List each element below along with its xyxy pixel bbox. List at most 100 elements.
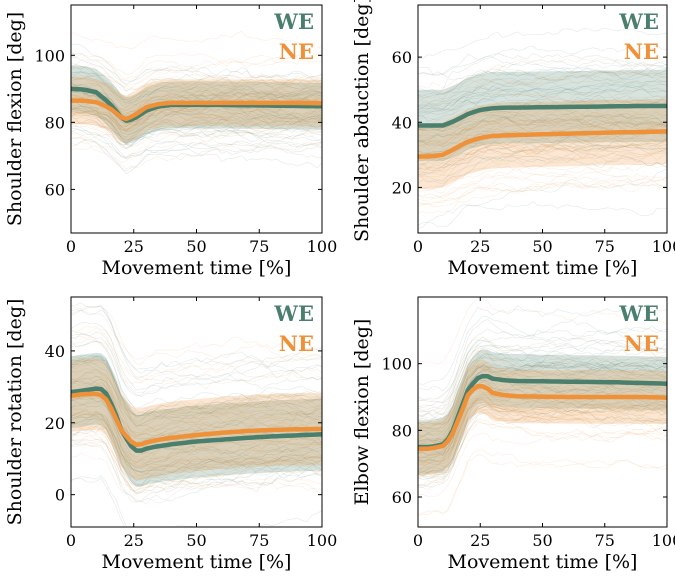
trace-we <box>71 340 322 409</box>
x-tick-label: 100 <box>652 237 675 256</box>
trace-ne <box>418 407 667 478</box>
trace-ne <box>71 53 322 75</box>
trace-ne <box>71 104 322 125</box>
trace-ne <box>418 402 667 468</box>
trace-ne <box>418 397 667 463</box>
trace-we <box>418 68 667 110</box>
x-axis-label: Movement time [%] <box>448 257 638 279</box>
trace-we <box>418 111 667 132</box>
panel-2: 0 25 50 75 100 20 40 60 Movement time [%] Shoulde… <box>351 0 675 279</box>
trace-we <box>418 28 667 60</box>
trace-we <box>418 135 667 168</box>
trace-we <box>418 142 667 174</box>
trace-ne <box>71 436 322 492</box>
trace-ne <box>418 129 667 170</box>
y-tick-label: 40 <box>45 342 65 361</box>
trace-we <box>418 348 667 425</box>
trace-ne <box>71 413 322 466</box>
trace-we <box>418 59 667 96</box>
trace-ne <box>71 410 322 470</box>
trace-ne <box>71 136 322 164</box>
trace-we <box>71 99 322 131</box>
trace-we <box>418 363 667 443</box>
trace-we <box>418 85 667 111</box>
trace-ne <box>418 355 667 425</box>
trace-ne <box>418 118 667 141</box>
trace-we <box>418 345 667 421</box>
legend-entry-we: WE <box>618 9 659 34</box>
trace-we <box>418 114 667 142</box>
x-tick-label: 50 <box>186 237 206 256</box>
trace-ne <box>418 366 667 437</box>
y-tick-label: 60 <box>392 48 412 67</box>
plot-area <box>418 297 667 517</box>
trace-we <box>71 115 322 149</box>
trace-ne <box>418 398 667 456</box>
trace-we <box>71 394 322 463</box>
trace-we <box>71 126 322 158</box>
trace-ne <box>418 406 667 478</box>
trace-we <box>71 340 322 413</box>
trace-ne <box>71 75 322 101</box>
trace-we <box>71 415 322 482</box>
trace-ne <box>418 119 667 147</box>
trace-we <box>418 112 667 138</box>
trace-ne <box>71 369 322 420</box>
trace-we <box>418 113 667 135</box>
y-axis-label: Shoulder rotation [deg] <box>4 299 26 526</box>
trace-we <box>418 373 667 463</box>
trace-we <box>71 355 322 416</box>
trace-we <box>418 347 667 420</box>
trace-we <box>71 322 322 391</box>
trace-we <box>71 411 322 474</box>
trace-ne <box>71 109 322 130</box>
trace-ne <box>418 122 667 176</box>
trace-ne <box>418 399 667 463</box>
x-tick-label: 75 <box>595 531 615 550</box>
trace-ne <box>71 438 322 490</box>
trace-ne <box>71 362 322 427</box>
x-axis-label: Movement time [%] <box>102 551 292 573</box>
x-tick-label: 0 <box>413 531 423 550</box>
trace-ne <box>418 353 667 427</box>
band-we <box>71 352 322 487</box>
trace-ne <box>71 443 322 494</box>
trace-ne <box>418 115 667 136</box>
trace-we <box>71 333 322 397</box>
trace-ne <box>418 179 667 214</box>
trace-we <box>418 118 667 147</box>
trace-ne <box>71 355 322 421</box>
trace-we <box>71 71 322 105</box>
trace-we <box>418 318 667 403</box>
trace-we <box>71 355 322 424</box>
trace-we <box>418 83 667 117</box>
x-tick-label: 75 <box>249 237 269 256</box>
trace-we <box>418 63 667 106</box>
trace-we <box>418 78 667 115</box>
trace-ne <box>71 405 322 461</box>
trace-we <box>418 364 667 439</box>
trace-ne <box>71 412 322 475</box>
y-axis-label: Shoulder abduction [deg] <box>351 0 373 242</box>
y-axis-label: Shoulder flexion [deg] <box>4 12 26 226</box>
trace-ne <box>418 398 667 466</box>
trace-we <box>418 81 667 116</box>
trace-ne <box>418 152 667 189</box>
trace-we <box>418 407 667 488</box>
trace-we <box>71 71 322 109</box>
trace-ne <box>71 107 322 128</box>
trace-ne <box>71 407 322 463</box>
trace-we <box>71 104 322 146</box>
panel-1: 0 25 50 75 100 60 80 100 Movement time [%] Should… <box>4 4 337 279</box>
trace-we <box>71 395 322 469</box>
mean-line-ne <box>71 391 322 447</box>
y-tick-label: 80 <box>45 113 65 132</box>
trace-we <box>418 154 667 182</box>
y-tick-label: 40 <box>392 113 412 132</box>
trace-we <box>71 98 322 135</box>
trace-we <box>418 341 667 415</box>
trace-ne <box>418 353 667 419</box>
plot-area <box>71 302 322 527</box>
trace-ne <box>71 428 322 487</box>
y-axis-label: Elbow flexion [deg] <box>351 319 373 506</box>
